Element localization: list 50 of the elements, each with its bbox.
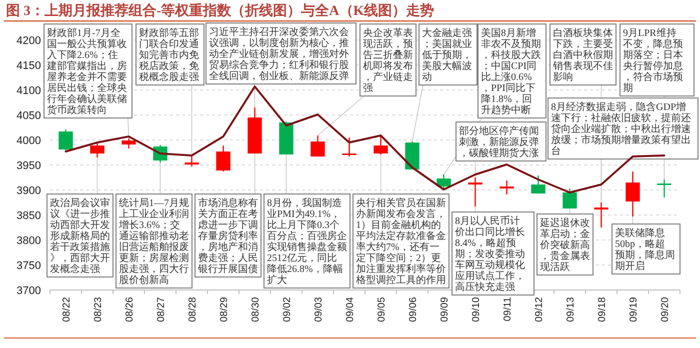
- annotation: 大金融走强；美国就业低于预期，美股大幅波动: [422, 27, 472, 83]
- annotation: 8月以人民币计价出口同比增长8.4%，略超预期；发改委推动车网互动规模化应用试点工作，高压快充走强: [454, 215, 525, 293]
- annotation: 8月经济数据走弱，隐含GDP增速下行；社融依旧疲软，提前还贷向企业端扩散；中秋出行增速放缓；市场预期增量政策有望出台: [551, 101, 691, 157]
- x-tick-label: 09/18: [596, 296, 608, 322]
- x-tick-label: 09/03: [313, 296, 324, 322]
- candlestick: [216, 144, 230, 172]
- y-tick-label: 4200: [16, 34, 41, 47]
- annotation: 9月LPR维持不变，降息预期落空；日本央行暂停加息，符合市场预期: [623, 27, 683, 94]
- y-tick-label: 4150: [16, 60, 41, 72]
- annotation: 美国8月新增非农不及预期，科技股大跌；中国CPI同比上涨0.6%，PPI同比下降1.8%，回升趋势中断: [481, 27, 541, 116]
- x-tick-label: 09/13: [565, 296, 576, 322]
- x-tick-label: 09/11: [502, 296, 514, 322]
- x-tick-label: 09/05: [376, 296, 388, 322]
- y-tick-label: 4050: [16, 110, 41, 122]
- y-tick-label: 4100: [16, 84, 41, 97]
- candlestick: [531, 174, 546, 194]
- y-tick-label: 3900: [16, 184, 41, 197]
- candlestick: [184, 156, 199, 168]
- annotation: 财政部等五部门联合印发通知完善市内免税店政策，免税概念股走强: [139, 27, 199, 83]
- x-tick-label: 08/27: [156, 296, 167, 322]
- annotation: 美联储降息50bp，略超预期，降息周期开启: [615, 227, 675, 272]
- y-tick-label: 3950: [16, 160, 41, 172]
- annotation: 习近平主持召开深改委第六次会议强调，以制度创新为核心，推动全产业链创新发展，增强对外贸易综合竞争力；红利和银行股全线回调，创业板、新能源反弹: [209, 26, 349, 82]
- candlestick: [436, 174, 451, 192]
- x-tick-label: 08/22: [61, 296, 72, 322]
- candlestick: [310, 134, 325, 158]
- x-tick-label: 09/12: [534, 296, 545, 322]
- x-tick-label: 09/06: [408, 296, 419, 322]
- y-tick-label: 3700: [16, 284, 41, 297]
- y-tick-label: 3750: [16, 260, 41, 272]
- x-tick-label: 09/19: [628, 296, 640, 322]
- x-tick-label: 08/26: [124, 296, 136, 322]
- x-tick-label: 09/20: [660, 296, 671, 322]
- x-tick-label: 08/23: [92, 296, 104, 322]
- y-tick-label: 4000: [16, 134, 41, 147]
- annotation: 部分地区停产传闻刺激，新能源反弹，碳酸锂期货大涨: [459, 125, 539, 159]
- candlestick: [58, 128, 73, 152]
- candlestick: [342, 136, 356, 158]
- candlestick: [500, 180, 514, 196]
- x-tick-label: 08/30: [250, 296, 262, 322]
- x-tick-label: 09/02: [282, 296, 293, 322]
- x-tick-label: 08/28: [187, 296, 198, 322]
- x-tick-label: 09/10: [470, 296, 482, 322]
- candlestick: [657, 178, 672, 198]
- x-tick-label: 09/04: [344, 296, 356, 322]
- x-tick-label: 09/09: [439, 296, 450, 322]
- x-tick-label: 08/29: [218, 296, 230, 322]
- y-tick-label: 3800: [16, 234, 41, 247]
- chart-title: 图 3：上期月报推荐组合-等权重指数（折线图）与全A（K线图）走势: [6, 3, 434, 19]
- y-tick-label: 3850: [16, 210, 41, 222]
